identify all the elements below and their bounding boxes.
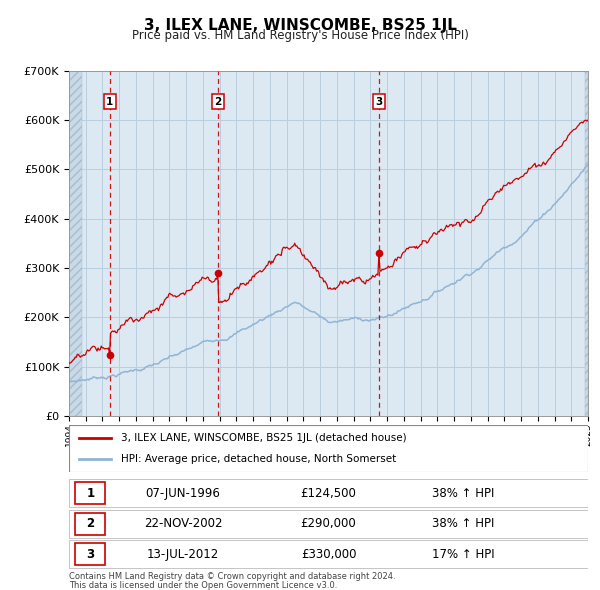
Text: 17% ↑ HPI: 17% ↑ HPI <box>432 548 495 560</box>
Text: 3, ILEX LANE, WINSCOMBE, BS25 1JL (detached house): 3, ILEX LANE, WINSCOMBE, BS25 1JL (detac… <box>121 433 407 443</box>
Text: 3: 3 <box>86 548 94 560</box>
Text: Price paid vs. HM Land Registry's House Price Index (HPI): Price paid vs. HM Land Registry's House … <box>131 30 469 42</box>
FancyBboxPatch shape <box>75 482 106 504</box>
Text: 1: 1 <box>106 97 113 107</box>
Text: £290,000: £290,000 <box>301 517 356 530</box>
Text: 38% ↑ HPI: 38% ↑ HPI <box>432 517 494 530</box>
Text: £124,500: £124,500 <box>301 487 356 500</box>
Text: 1: 1 <box>86 487 94 500</box>
FancyBboxPatch shape <box>75 543 106 565</box>
FancyBboxPatch shape <box>69 540 588 568</box>
Text: 13-JUL-2012: 13-JUL-2012 <box>147 548 220 560</box>
FancyBboxPatch shape <box>69 510 588 537</box>
Text: Contains HM Land Registry data © Crown copyright and database right 2024.: Contains HM Land Registry data © Crown c… <box>69 572 395 581</box>
Polygon shape <box>584 71 588 416</box>
FancyBboxPatch shape <box>75 513 106 535</box>
Text: 2: 2 <box>214 97 221 107</box>
Text: 2: 2 <box>86 517 94 530</box>
Text: This data is licensed under the Open Government Licence v3.0.: This data is licensed under the Open Gov… <box>69 581 337 589</box>
Text: 3, ILEX LANE, WINSCOMBE, BS25 1JL: 3, ILEX LANE, WINSCOMBE, BS25 1JL <box>143 18 457 32</box>
Text: 38% ↑ HPI: 38% ↑ HPI <box>432 487 494 500</box>
Text: 22-NOV-2002: 22-NOV-2002 <box>144 517 223 530</box>
Text: 07-JUN-1996: 07-JUN-1996 <box>146 487 221 500</box>
FancyBboxPatch shape <box>69 479 588 507</box>
Polygon shape <box>69 71 82 416</box>
Text: HPI: Average price, detached house, North Somerset: HPI: Average price, detached house, Nort… <box>121 454 396 464</box>
Text: £330,000: £330,000 <box>301 548 356 560</box>
FancyBboxPatch shape <box>69 425 588 472</box>
Text: 3: 3 <box>376 97 383 107</box>
